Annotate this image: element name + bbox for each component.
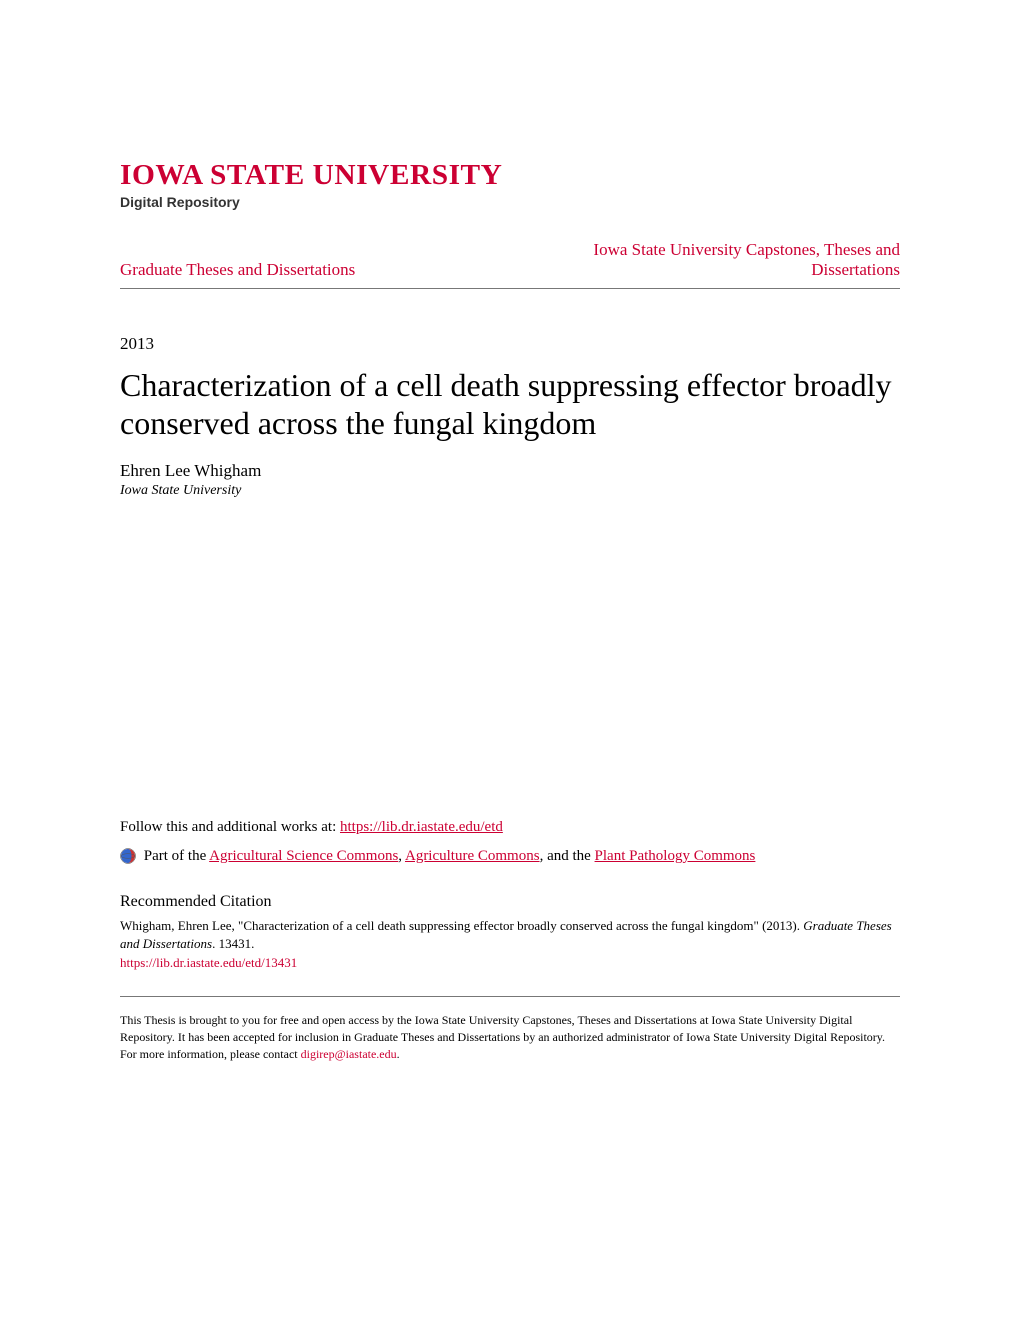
logo-main: IOWA STATE UNIVERSITY xyxy=(120,160,939,192)
citation-body: Whigham, Ehren Lee, "Characterization of… xyxy=(120,918,800,933)
footer-text: This Thesis is brought to you for free a… xyxy=(120,1012,900,1062)
document-title: Characterization of a cell death suppres… xyxy=(120,366,900,443)
partof-sep2: , and the xyxy=(540,848,595,864)
follow-url-link[interactable]: https://lib.dr.iastate.edu/etd xyxy=(340,819,503,835)
part-of-line: Part of the Agricultural Science Commons… xyxy=(120,844,900,868)
citation-number: . 13431. xyxy=(212,936,254,951)
citation-text: Whigham, Ehren Lee, "Characterization of… xyxy=(120,917,900,953)
author-affiliation: Iowa State University xyxy=(120,483,900,499)
citation-heading: Recommended Citation xyxy=(120,893,900,911)
spacer xyxy=(120,499,900,819)
logo-sub: Digital Repository xyxy=(120,194,900,210)
partof-prefix: Part of the xyxy=(144,848,209,864)
commons-link-2[interactable]: Agriculture Commons xyxy=(405,848,540,864)
partof-sep1: , xyxy=(398,848,405,864)
follow-line: Follow this and additional works at: htt… xyxy=(120,819,900,836)
author-name: Ehren Lee Whigham xyxy=(120,461,900,481)
collection-link-left[interactable]: Graduate Theses and Dissertations xyxy=(120,260,355,280)
follow-prefix: Follow this and additional works at: xyxy=(120,819,340,835)
footer-divider xyxy=(120,996,900,997)
network-icon xyxy=(120,848,136,864)
footer-period: . xyxy=(397,1047,400,1061)
citation-url: https://lib.dr.iastate.edu/etd/13431 xyxy=(120,955,900,971)
logo-block: IOWA STATE UNIVERSITY Digital Repository xyxy=(120,160,900,210)
commons-link-1[interactable]: Agricultural Science Commons xyxy=(209,848,398,864)
commons-link-3[interactable]: Plant Pathology Commons xyxy=(595,848,756,864)
footer-email-link[interactable]: digirep@iastate.edu xyxy=(301,1047,397,1061)
header-row: Graduate Theses and Dissertations Iowa S… xyxy=(120,240,900,289)
collection-link-right[interactable]: Iowa State University Capstones, Theses … xyxy=(550,240,900,280)
publication-year: 2013 xyxy=(120,334,900,354)
footer-body: This Thesis is brought to you for free a… xyxy=(120,1013,885,1061)
